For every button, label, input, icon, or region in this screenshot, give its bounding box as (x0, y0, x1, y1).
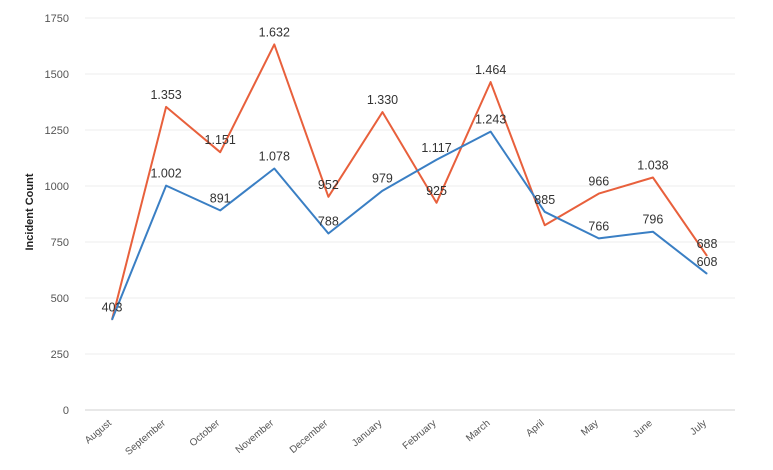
y-tick-label: 1500 (45, 69, 69, 81)
data-point (381, 111, 383, 113)
data-label: 608 (697, 255, 718, 269)
data-label: 1.078 (259, 150, 290, 164)
data-point (598, 237, 600, 239)
data-point (490, 131, 492, 133)
series-lines (111, 43, 708, 321)
y-tick-label: 500 (51, 293, 69, 305)
data-label: 925 (426, 184, 447, 198)
data-label: 766 (588, 219, 609, 233)
data-point (273, 168, 275, 170)
data-point (111, 319, 113, 321)
data-point (706, 255, 708, 257)
y-tick-label: 750 (51, 237, 69, 249)
x-tick-label: August (83, 418, 114, 447)
data-label: 788 (318, 214, 339, 228)
x-tick-label: January (350, 418, 384, 449)
series-line-2 (111, 130, 708, 321)
x-tick-label: September (123, 417, 168, 457)
data-label: 1.243 (475, 113, 506, 127)
data-point (652, 231, 654, 233)
x-tick-label: June (631, 418, 655, 441)
x-tick-label: April (524, 418, 546, 439)
data-label: 952 (318, 178, 339, 192)
x-tick-label: October (188, 417, 223, 449)
data-point (436, 202, 438, 204)
data-point (219, 151, 221, 153)
x-tick-label: July (688, 418, 709, 438)
data-label: 885 (534, 193, 555, 207)
data-point (598, 193, 600, 195)
x-tick-label: March (464, 418, 492, 444)
data-label: 1.117 (421, 141, 451, 155)
data-label: 796 (642, 213, 663, 227)
x-tick-label: December (288, 417, 331, 456)
x-tick-label: November (234, 417, 277, 456)
data-point (327, 196, 329, 198)
data-point (706, 273, 708, 275)
data-point (490, 81, 492, 83)
data-label: 1.632 (259, 25, 290, 39)
data-point (381, 190, 383, 192)
data-point (436, 159, 438, 161)
y-axis-ticks: 0 250 500 750 1000 1250 1500 1750 (45, 13, 69, 417)
data-point (219, 209, 221, 211)
data-label: 979 (372, 172, 393, 186)
data-label: 403 (102, 301, 123, 315)
y-tick-label: 250 (51, 349, 69, 361)
data-point (273, 43, 275, 45)
data-point (544, 211, 546, 213)
data-point (327, 232, 329, 234)
x-axis-ticks: August September October November December Ja… (83, 417, 709, 457)
y-tick-label: 1250 (45, 125, 69, 137)
data-label: 966 (588, 175, 609, 189)
data-label: 891 (210, 191, 231, 205)
data-label: 1.330 (367, 93, 398, 107)
data-label: 1.151 (205, 133, 236, 147)
data-label: 1.353 (150, 88, 181, 102)
series-line-1 (111, 43, 708, 320)
y-axis-label: Incident Count (24, 173, 36, 250)
data-point (165, 185, 167, 187)
data-label: 1.002 (150, 167, 181, 181)
y-tick-label: 0 (63, 405, 69, 417)
x-tick-label: May (579, 418, 601, 439)
x-tick-label: February (401, 418, 439, 452)
data-label: 1.038 (637, 158, 668, 172)
data-label: 688 (697, 237, 718, 251)
gridlines (85, 17, 735, 411)
data-point (652, 176, 654, 178)
data-point (165, 106, 167, 108)
data-label: 1.464 (475, 63, 506, 77)
data-point (544, 224, 546, 226)
y-tick-label: 1750 (45, 13, 69, 25)
y-tick-label: 1000 (45, 181, 69, 193)
data-labels: 1.353 1.151 1.632 952 1.330 925 1.464 966 1.038 6… (102, 25, 718, 314)
